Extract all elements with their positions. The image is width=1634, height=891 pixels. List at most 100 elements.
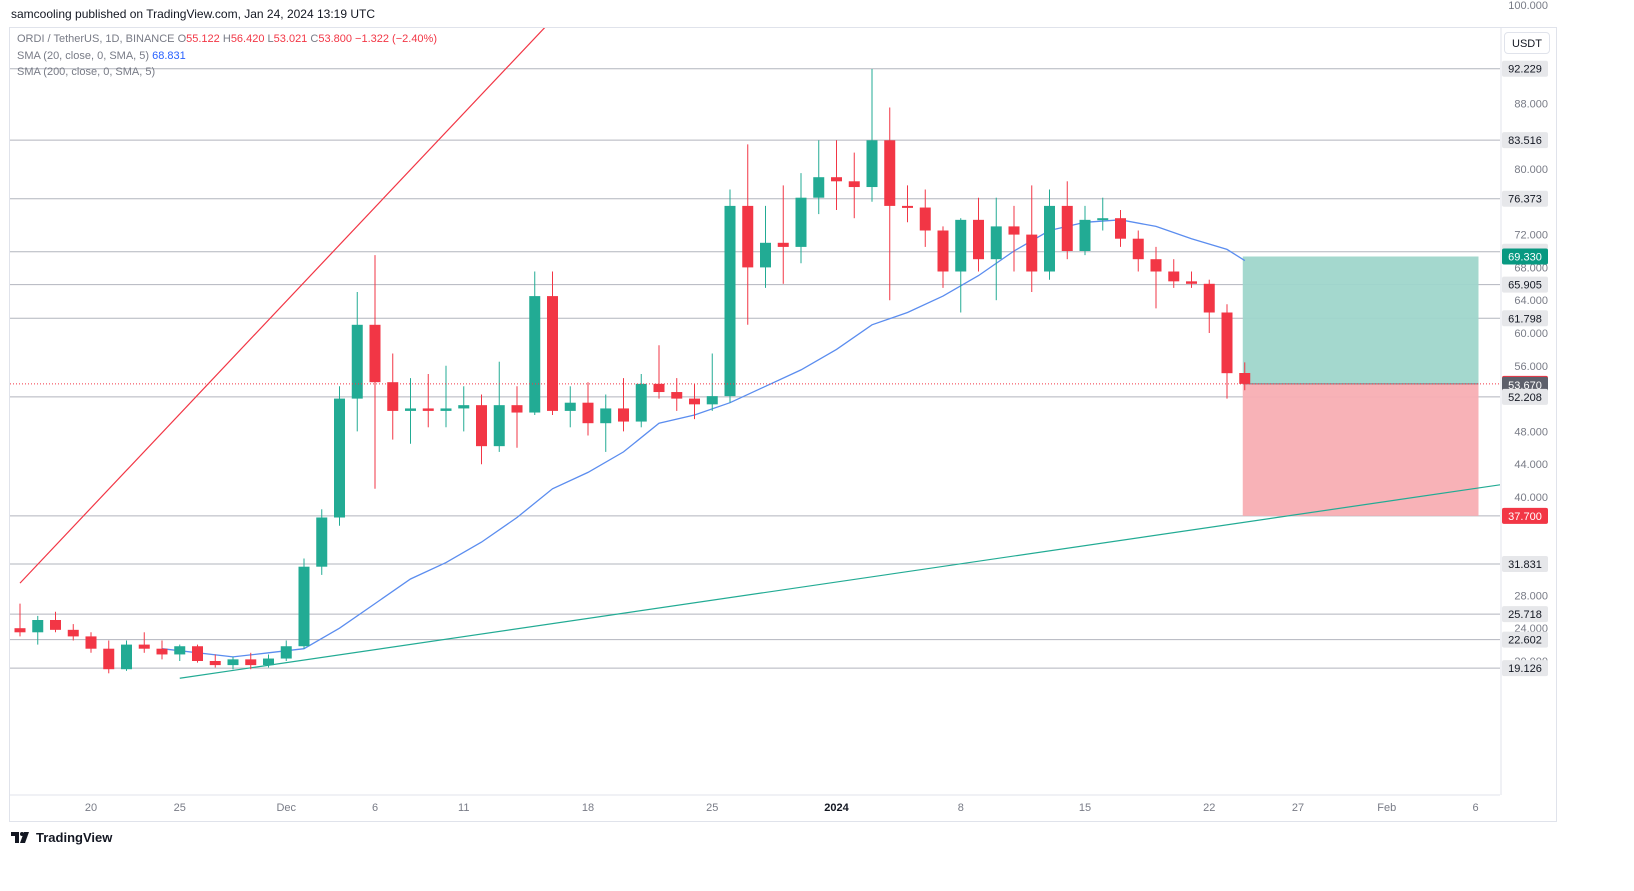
price-label-box bbox=[1502, 276, 1548, 293]
published-caption: samcooling published on TradingView.com,… bbox=[11, 7, 376, 21]
candle-body bbox=[405, 408, 416, 411]
sma20-legend[interactable]: SMA (20, close, 0, SMA, 5) 68.831 bbox=[17, 50, 186, 62]
candle-body bbox=[493, 405, 505, 447]
price-label-box bbox=[1502, 631, 1548, 648]
candle bbox=[990, 197, 1002, 301]
candle-body bbox=[1079, 219, 1091, 251]
candle bbox=[245, 652, 257, 670]
low-label: L bbox=[267, 33, 274, 45]
candle-body bbox=[919, 207, 931, 231]
candle bbox=[635, 374, 647, 428]
candle bbox=[156, 640, 168, 660]
candle bbox=[848, 152, 860, 219]
candle-body bbox=[990, 226, 1002, 260]
candle bbox=[227, 656, 239, 670]
x-tick-label: 20 bbox=[85, 802, 97, 814]
candle bbox=[32, 615, 44, 645]
candle bbox=[813, 140, 825, 215]
candle-body bbox=[511, 405, 523, 413]
candle bbox=[1061, 181, 1073, 260]
candle-body bbox=[280, 646, 292, 659]
y-tick-label: 72.000 bbox=[1514, 230, 1548, 242]
candle bbox=[689, 383, 700, 420]
price-label-text: 83.516 bbox=[1508, 135, 1542, 147]
price-label-text: 37.700 bbox=[1508, 511, 1542, 523]
chart-frame bbox=[9, 27, 1557, 822]
candle-body bbox=[1061, 205, 1073, 251]
stop-zone bbox=[1242, 383, 1479, 516]
candle-body bbox=[635, 383, 647, 422]
candle-body bbox=[937, 230, 949, 272]
x-tick-label: 11 bbox=[458, 802, 469, 814]
price-label-level: 65.905 bbox=[1502, 276, 1548, 293]
candle-body bbox=[334, 398, 345, 518]
candle-body bbox=[387, 382, 399, 411]
high-label: H bbox=[222, 33, 231, 45]
candle-body bbox=[227, 659, 239, 666]
candle bbox=[458, 386, 470, 432]
candle-body bbox=[955, 219, 967, 272]
candle bbox=[564, 386, 576, 428]
candle-body bbox=[653, 383, 665, 393]
y-tick-label: 40.000 bbox=[1514, 492, 1548, 504]
price-label-box bbox=[1502, 190, 1548, 207]
x-tick-label: 2024 bbox=[824, 802, 849, 814]
x-tick-label: 6 bbox=[372, 802, 378, 814]
candle-body bbox=[458, 405, 470, 409]
candle bbox=[1186, 271, 1197, 288]
change-value: −1.322 (−2.40%) bbox=[355, 33, 437, 45]
candle bbox=[1097, 197, 1109, 231]
candle-body bbox=[209, 661, 221, 666]
y-tick-label: 88.000 bbox=[1514, 98, 1548, 110]
price-label-text: 61.798 bbox=[1508, 313, 1542, 325]
tradingview-logo[interactable]: TradingView bbox=[11, 830, 112, 845]
sma200-legend[interactable]: SMA (200, close, 0, SMA, 5) bbox=[17, 66, 155, 78]
price-label-target: 69.330 bbox=[1502, 248, 1548, 265]
candle-body bbox=[138, 644, 150, 649]
candle-body bbox=[316, 517, 328, 567]
tradingview-logo-icon bbox=[11, 832, 29, 843]
price-label-text: 25.718 bbox=[1508, 609, 1542, 621]
candle-body bbox=[476, 405, 487, 447]
candle bbox=[529, 271, 541, 415]
candle bbox=[209, 654, 221, 668]
candle-body bbox=[351, 324, 363, 399]
y-tick-label: 48.000 bbox=[1514, 426, 1548, 438]
currency-button[interactable]: USDT bbox=[1504, 32, 1550, 54]
candle-body bbox=[14, 628, 26, 633]
price-label-level: 52.208 bbox=[1502, 388, 1548, 405]
y-tick-label: 60.000 bbox=[1514, 328, 1548, 340]
price-label-box bbox=[1502, 60, 1548, 77]
candle bbox=[1079, 205, 1091, 256]
candle bbox=[955, 218, 967, 313]
y-tick-label: 28.000 bbox=[1514, 590, 1548, 602]
candle bbox=[777, 185, 789, 284]
price-label-text: 92.229 bbox=[1508, 64, 1542, 76]
candle bbox=[422, 374, 434, 428]
candle bbox=[263, 654, 274, 668]
candle bbox=[511, 386, 523, 448]
price-label-box bbox=[1502, 388, 1548, 405]
candle bbox=[138, 632, 150, 653]
candle-body bbox=[32, 620, 44, 633]
candle bbox=[280, 640, 292, 661]
candle-body bbox=[440, 408, 452, 411]
candle-body bbox=[1203, 283, 1215, 313]
price-label-box bbox=[1502, 606, 1548, 623]
open-label: O bbox=[177, 33, 187, 45]
candle-body bbox=[777, 242, 789, 247]
candle bbox=[103, 640, 115, 674]
candle-body bbox=[174, 646, 186, 655]
target-zone bbox=[1242, 256, 1479, 384]
candle bbox=[85, 632, 97, 653]
candle-body bbox=[848, 181, 860, 188]
price-label-level: 31.831 bbox=[1502, 555, 1548, 572]
candle bbox=[795, 173, 807, 264]
candle bbox=[174, 644, 186, 661]
candle-body bbox=[902, 205, 913, 208]
price-label-level: 25.718 bbox=[1502, 606, 1548, 623]
symbol-title: ORDI / TetherUS, 1D, BINANCE bbox=[17, 33, 175, 45]
y-tick-label: 64.000 bbox=[1514, 295, 1548, 307]
candle-body bbox=[671, 392, 683, 399]
